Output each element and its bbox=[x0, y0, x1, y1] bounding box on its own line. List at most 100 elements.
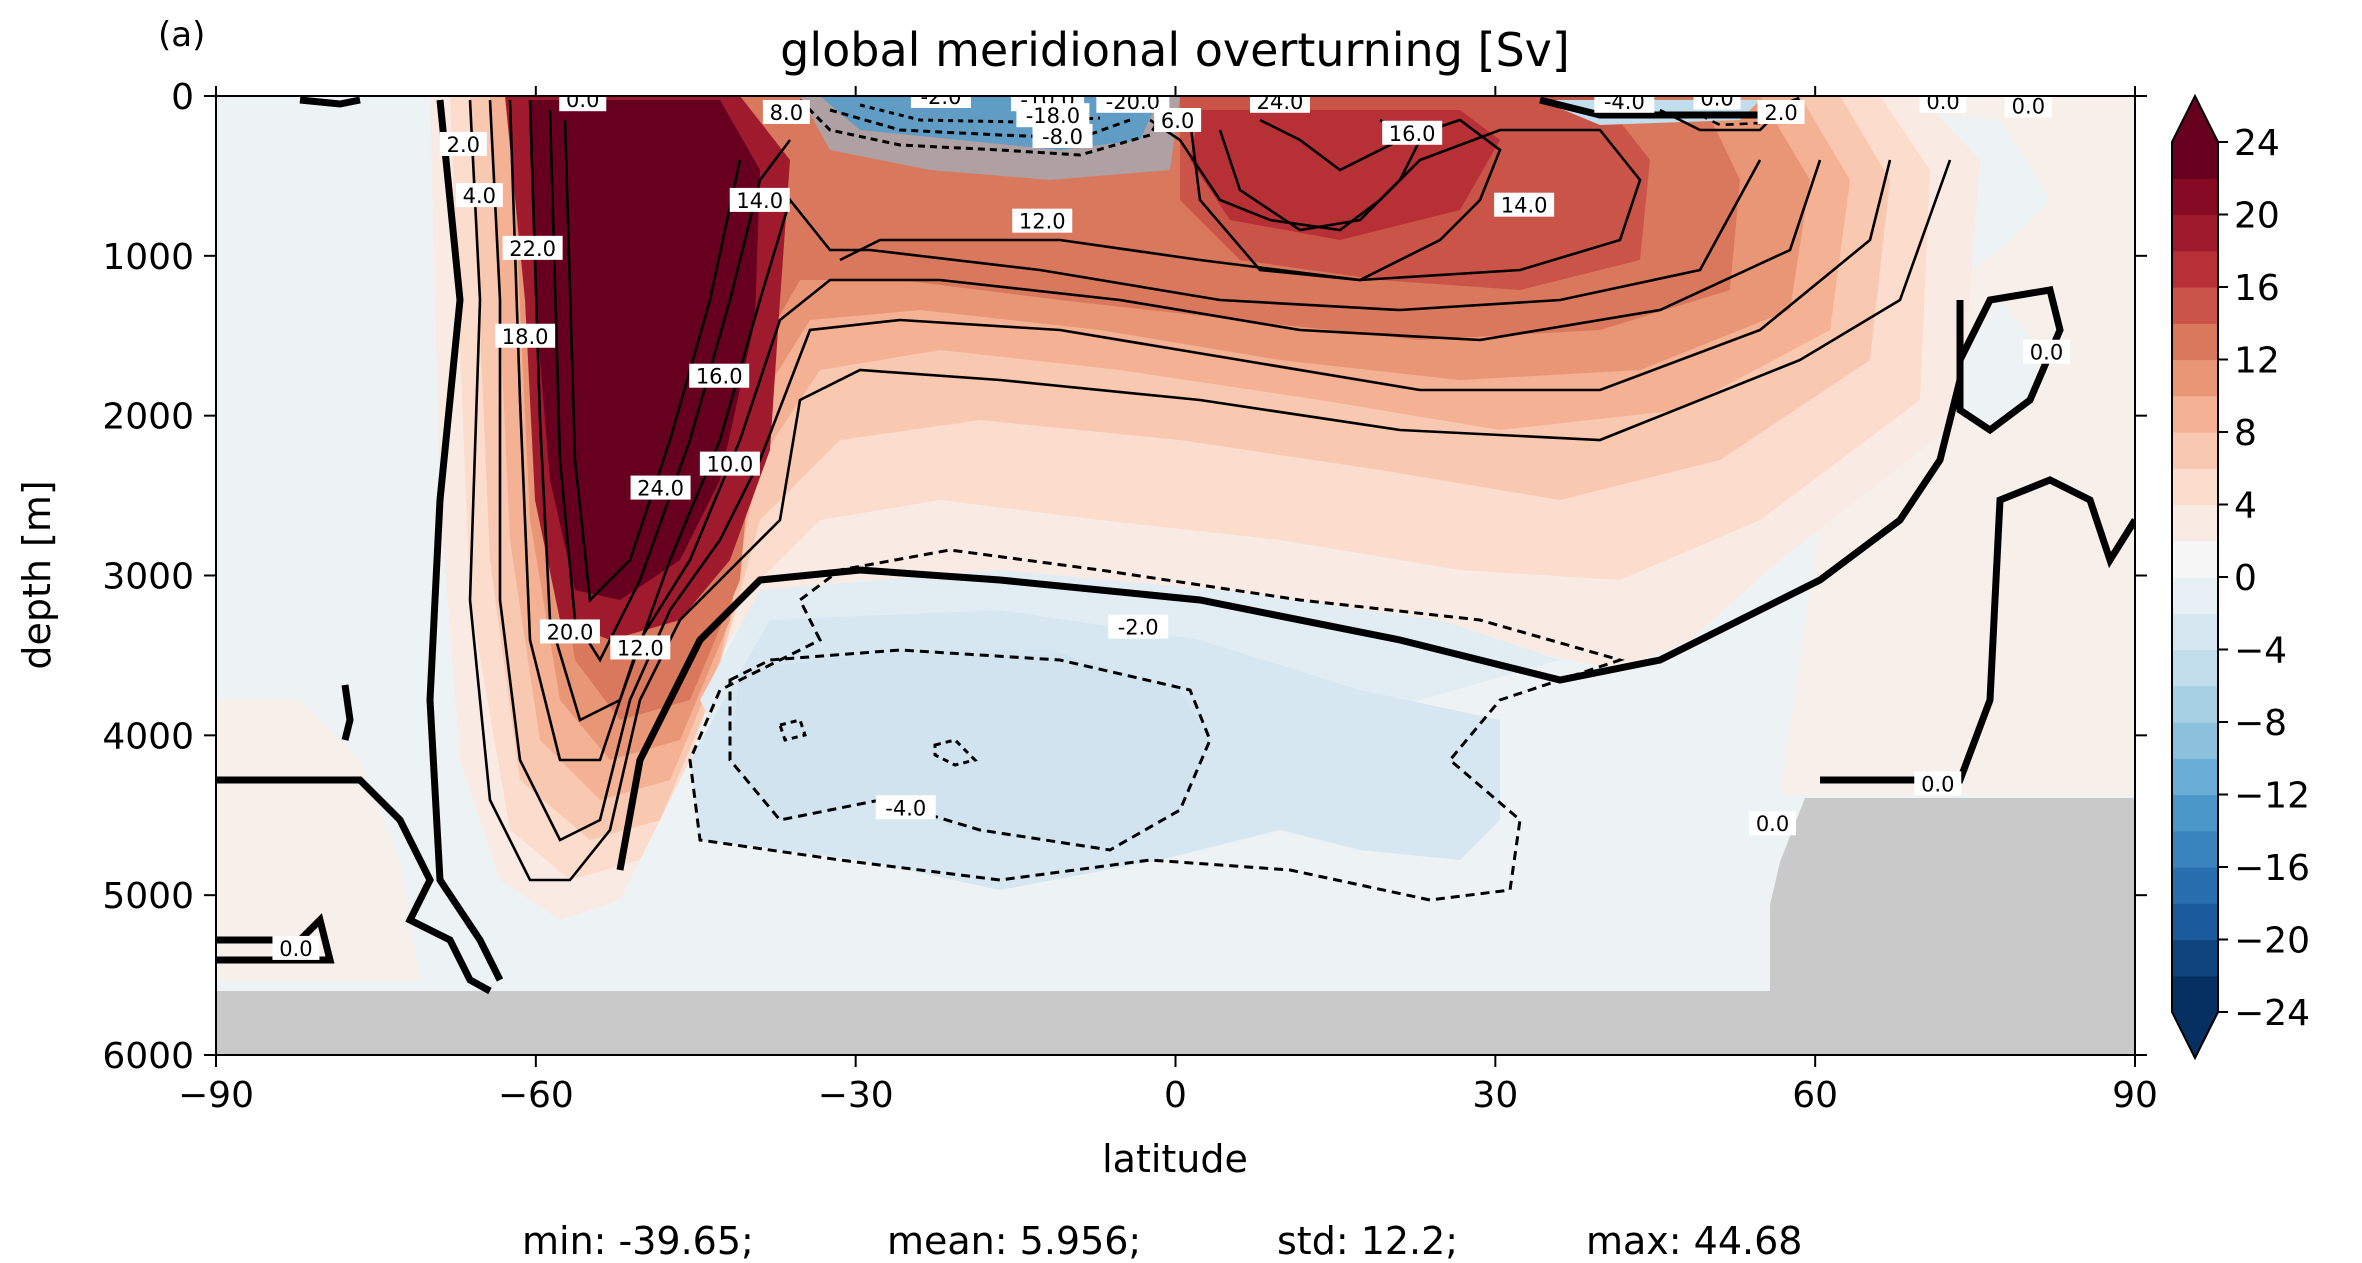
colorbar-segment bbox=[2172, 432, 2218, 469]
contour-label-bg bbox=[1749, 811, 1797, 836]
contour-line bbox=[839, 118, 1642, 282]
y-axis-label: depth [m] bbox=[15, 480, 59, 669]
colorbar-extend-max bbox=[2172, 96, 2218, 142]
contour-line bbox=[341, 684, 354, 741]
contour-label-bg bbox=[1919, 96, 1967, 113]
y-tick-label: 6000 bbox=[102, 1036, 194, 1077]
y-tick-label: 1000 bbox=[102, 237, 194, 278]
stat-min: min: -39.65; bbox=[522, 1219, 754, 1263]
contour-label-bg bbox=[272, 935, 320, 960]
y-tick-label: 5000 bbox=[102, 876, 194, 917]
contour-label-bg bbox=[1012, 208, 1073, 233]
contour-label-bg bbox=[1382, 120, 1443, 145]
colorbar-segment bbox=[2172, 577, 2218, 614]
contour-label: 6.0 bbox=[1161, 109, 1194, 133]
y-axis: 0 1000 2000 3000 4000 5000 6000 bbox=[102, 77, 2147, 1077]
x-axis-label: latitude bbox=[1102, 1137, 1248, 1181]
colorbar-segment bbox=[2172, 287, 2218, 324]
colorbar-segment bbox=[2172, 395, 2218, 433]
plot-area: 0.0 2.0 4.0 22.0 18.0 14.0 16.0 10.0 24.0 20.0 12.… bbox=[216, 87, 2135, 1055]
contour-label: 2.0 bbox=[1764, 101, 1797, 125]
contour-label: -4.0 bbox=[1604, 90, 1645, 114]
colorbar-segment bbox=[2172, 178, 2218, 216]
colorbar-tick-label: 0 bbox=[2234, 558, 2257, 599]
contour-label-bg bbox=[1494, 192, 1555, 217]
contour-label-bg bbox=[610, 635, 671, 660]
contour-label: 20.0 bbox=[547, 620, 594, 644]
contour-label-bg bbox=[559, 96, 607, 112]
contour-line bbox=[508, 99, 1822, 762]
colorbar: 24 20 16 12 8 4 0 −4 −8 −12 −16 −20 −24 bbox=[2171, 93, 2310, 1061]
x-tick-label: −60 bbox=[498, 1075, 574, 1116]
colorbar-tick-label: 12 bbox=[2234, 341, 2280, 382]
contour-label-bg bbox=[2004, 96, 2052, 118]
contour-line bbox=[216, 913, 335, 964]
colorbar-tick-label: 20 bbox=[2234, 196, 2280, 237]
contour-label: 14.0 bbox=[736, 189, 783, 213]
contour-line bbox=[563, 119, 742, 603]
contour-line bbox=[468, 99, 1952, 882]
colorbar-segment bbox=[2172, 975, 2218, 1013]
colorbar-tick-label: −12 bbox=[2234, 776, 2310, 817]
field-positive-weak bbox=[330, 96, 2135, 795]
contour-label: 10.0 bbox=[706, 453, 753, 477]
contour-line bbox=[933, 738, 978, 767]
y-tick-label: 2000 bbox=[102, 397, 194, 438]
contour-label: 0.0 bbox=[1921, 772, 1954, 796]
contour-line bbox=[688, 548, 1626, 902]
stat-std: std: 12.2; bbox=[1277, 1219, 1458, 1263]
contour-line bbox=[778, 718, 807, 742]
contour-label-bg bbox=[1249, 96, 1310, 113]
colorbar-segment bbox=[2172, 540, 2218, 578]
x-tick-label: −30 bbox=[818, 1075, 894, 1116]
chart-title: global meridional overturning [Sv] bbox=[780, 23, 1570, 77]
colorbar-segment bbox=[2172, 613, 2218, 651]
contour-label: 0.0 bbox=[1700, 87, 1733, 111]
contour-label: -4.0 bbox=[885, 796, 926, 820]
subplot-label: (a) bbox=[158, 15, 205, 55]
field-positive-weak-sw bbox=[216, 700, 420, 980]
x-tick-label: 0 bbox=[1164, 1075, 1187, 1116]
contour-line bbox=[1699, 113, 1761, 127]
contour-line bbox=[488, 99, 1892, 842]
colorbar-segment bbox=[2172, 903, 2218, 941]
contour-label-bg bbox=[729, 187, 790, 212]
stat-max: max: 44.68 bbox=[1586, 1219, 1802, 1263]
contour-label: 0.0 bbox=[1756, 812, 1789, 836]
colorbar-segment bbox=[2172, 142, 2218, 179]
contour-label-bg bbox=[762, 99, 810, 124]
contour-label-bg bbox=[1594, 96, 1655, 113]
colorbar-segment bbox=[2172, 214, 2218, 252]
colorbar-segment bbox=[2172, 504, 2218, 542]
contour-line bbox=[426, 99, 504, 982]
y-tick-label: 4000 bbox=[102, 716, 194, 757]
contour-labels: 0.0 2.0 4.0 22.0 18.0 14.0 16.0 10.0 24.0 20.0 12.… bbox=[272, 87, 2071, 961]
contour-label: 22.0 bbox=[509, 237, 556, 261]
colorbar-segment bbox=[2172, 323, 2218, 361]
x-axis: −90 −60 −30 0 30 60 90 bbox=[178, 86, 2158, 1116]
colorbar-tick-label: 16 bbox=[2234, 268, 2280, 309]
colorbar-tick-label: 8 bbox=[2234, 413, 2257, 454]
colorbar-segment bbox=[2172, 722, 2218, 759]
contour-label-bg bbox=[1108, 614, 1169, 639]
contour-label-bg bbox=[699, 451, 760, 476]
contour-label: -20.0 bbox=[1106, 90, 1160, 114]
y-tick-label: 0 bbox=[171, 77, 194, 118]
contour-line bbox=[216, 776, 492, 995]
contour-line bbox=[548, 109, 792, 663]
colorbar-tick-label: 24 bbox=[2234, 123, 2280, 164]
contour-label: 12.0 bbox=[1019, 210, 1066, 234]
colorbar-tick-label: −8 bbox=[2234, 703, 2287, 744]
contour-line bbox=[528, 99, 1762, 722]
contour-label-bg bbox=[2023, 339, 2071, 364]
contour-label: 24.0 bbox=[1257, 90, 1304, 114]
contour-label: 0.0 bbox=[2030, 341, 2063, 365]
colorbar-segment bbox=[2172, 867, 2218, 904]
colorbar-segment bbox=[2172, 250, 2218, 288]
contour-line bbox=[299, 96, 361, 108]
contour-label: 16.0 bbox=[1389, 122, 1436, 146]
contour-label: 2.0 bbox=[447, 133, 480, 157]
contour-label-bg bbox=[1154, 107, 1202, 132]
colorbar-tick-label: 4 bbox=[2234, 486, 2257, 527]
